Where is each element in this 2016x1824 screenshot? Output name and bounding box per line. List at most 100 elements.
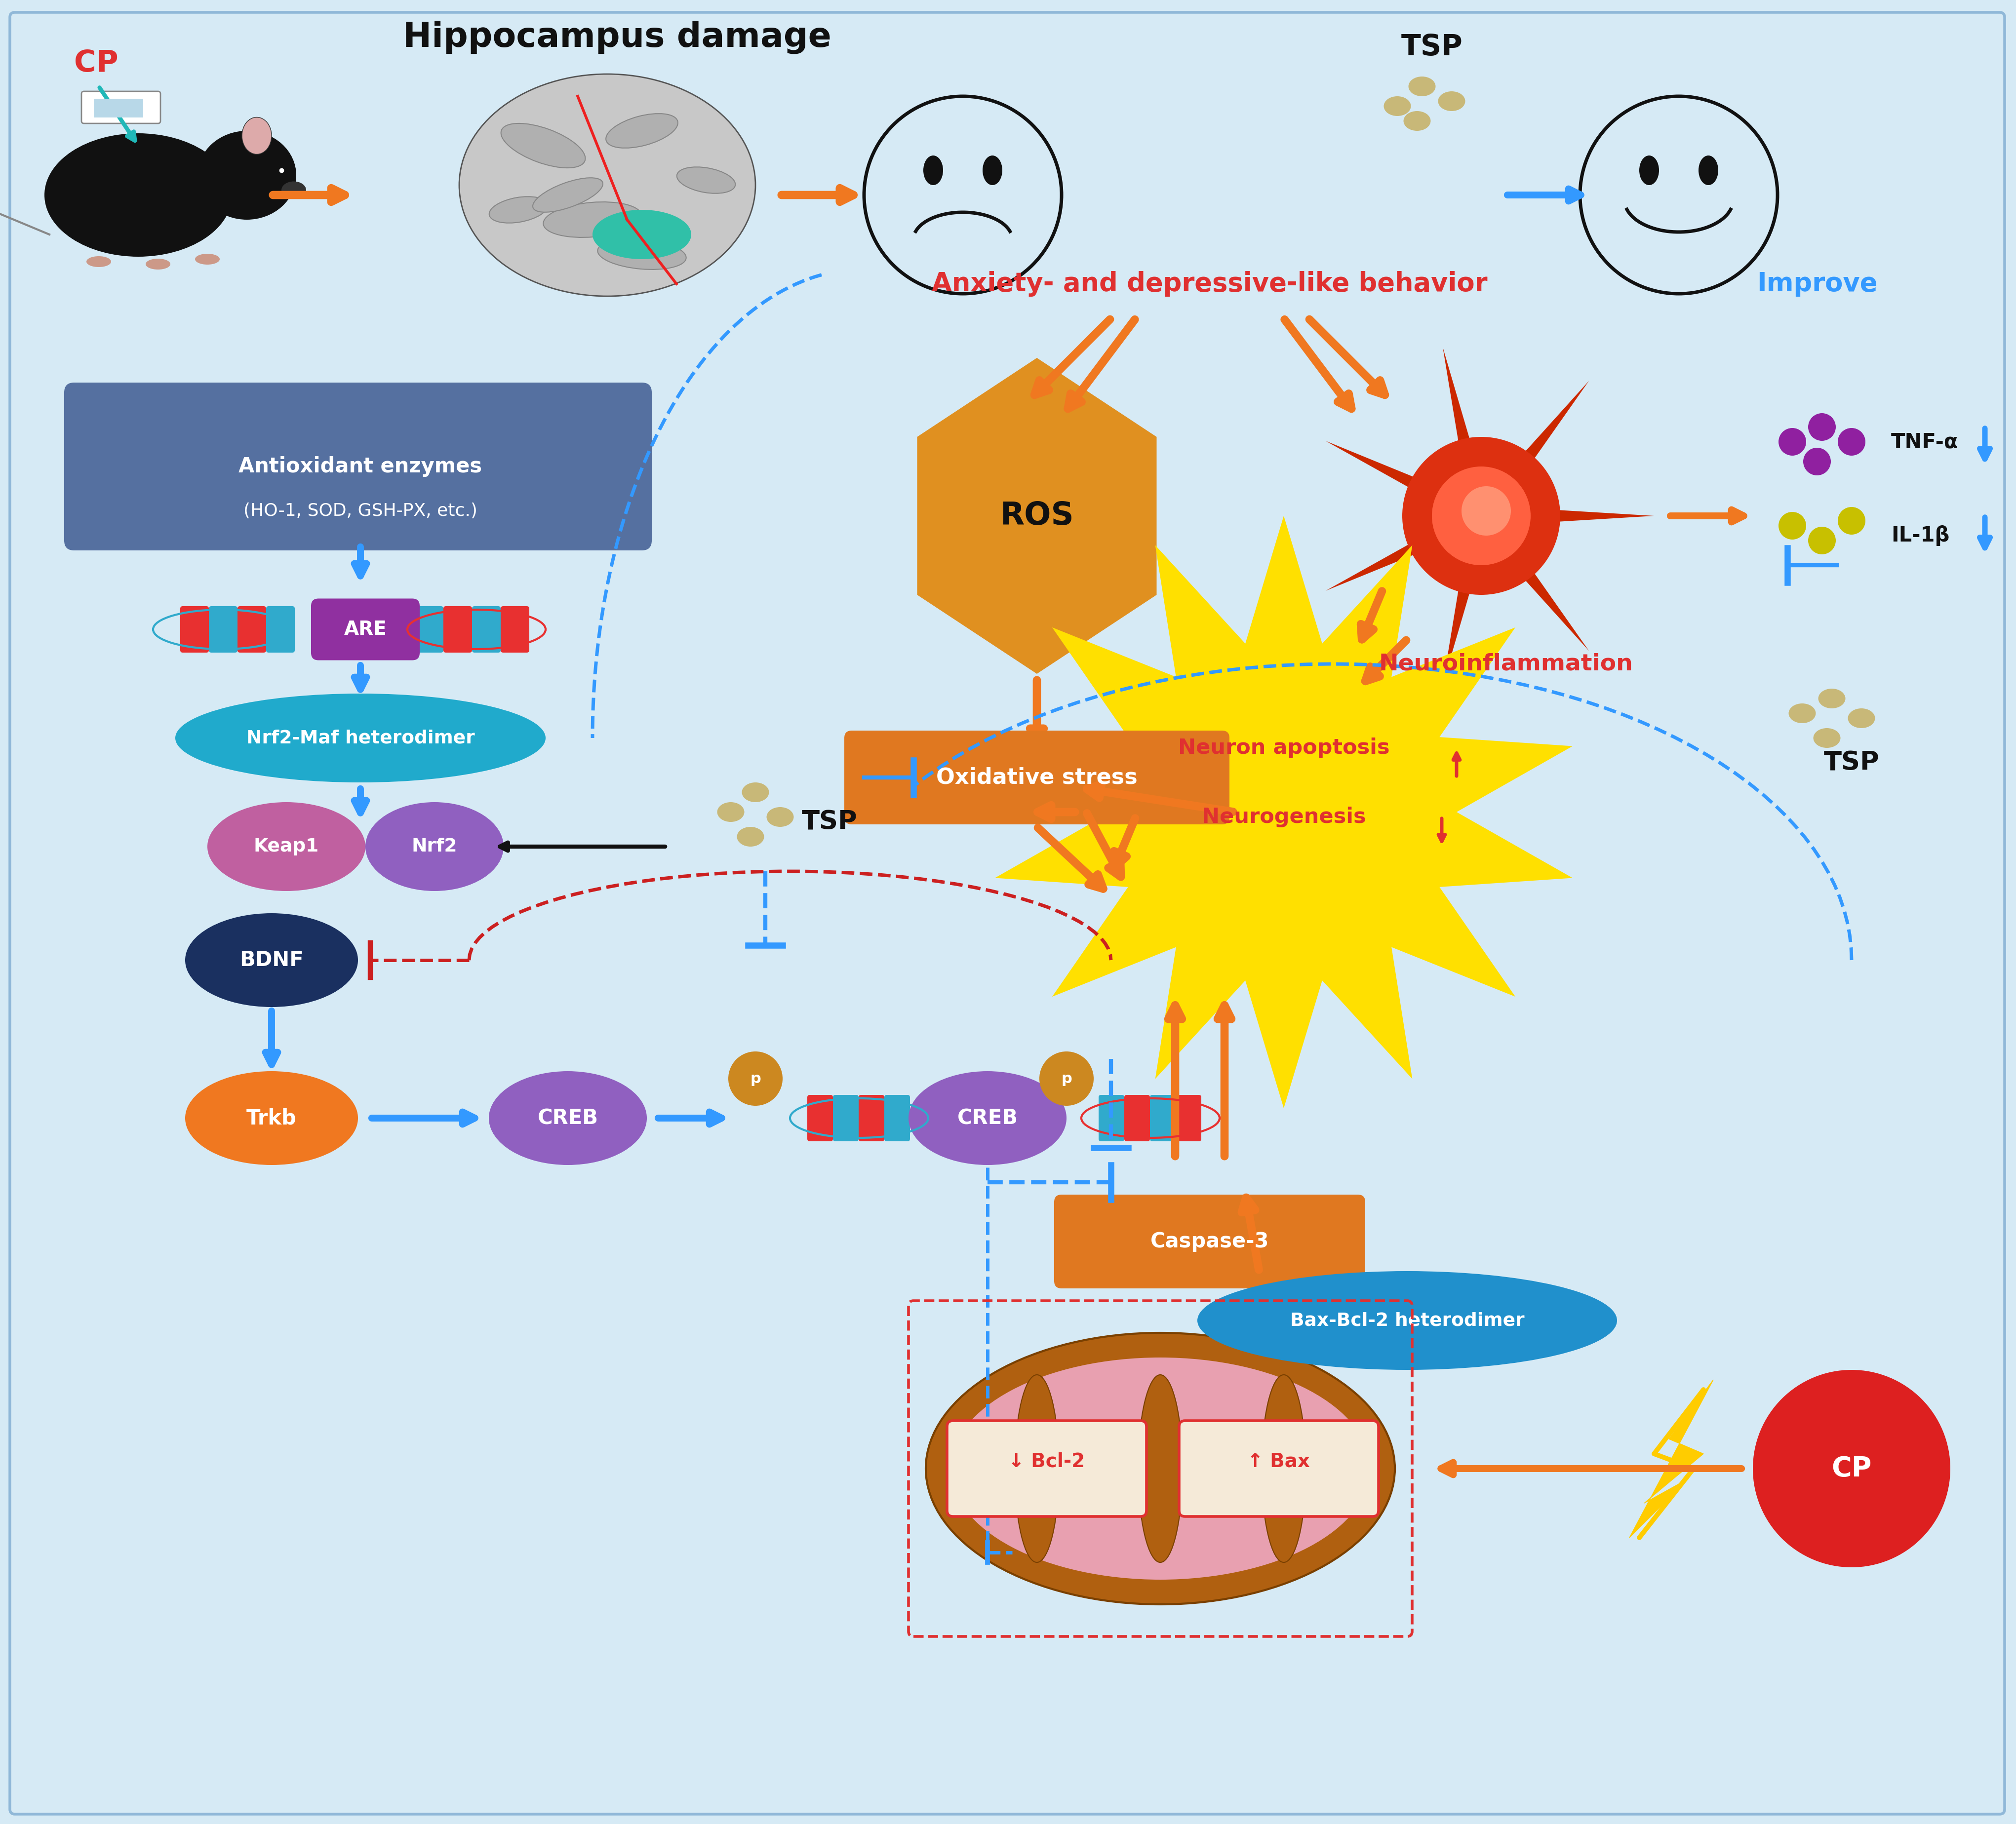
Circle shape — [1403, 438, 1560, 595]
FancyBboxPatch shape — [444, 606, 472, 653]
Circle shape — [1040, 1051, 1093, 1105]
Ellipse shape — [145, 259, 169, 270]
Ellipse shape — [718, 803, 744, 823]
Text: Improve: Improve — [1756, 272, 1877, 297]
FancyBboxPatch shape — [1179, 1421, 1379, 1516]
Circle shape — [1778, 513, 1806, 540]
Ellipse shape — [87, 255, 111, 266]
Ellipse shape — [490, 197, 548, 223]
Circle shape — [1462, 487, 1510, 536]
Text: IL-1β: IL-1β — [1891, 525, 1949, 545]
Polygon shape — [1492, 533, 1589, 651]
Ellipse shape — [597, 239, 685, 270]
FancyBboxPatch shape — [500, 606, 530, 653]
Circle shape — [1839, 429, 1865, 456]
Polygon shape — [1443, 347, 1484, 491]
Text: p: p — [750, 1071, 760, 1085]
FancyBboxPatch shape — [1054, 1195, 1365, 1288]
Ellipse shape — [742, 782, 768, 803]
Text: (HO-1, SOD, GSH-PX, etc.): (HO-1, SOD, GSH-PX, etc.) — [244, 503, 478, 520]
Text: Neurogenesis: Neurogenesis — [1202, 806, 1367, 828]
Circle shape — [1808, 414, 1837, 441]
Ellipse shape — [175, 693, 546, 782]
FancyBboxPatch shape — [859, 1094, 885, 1142]
FancyBboxPatch shape — [472, 606, 500, 653]
Ellipse shape — [208, 803, 365, 890]
Ellipse shape — [1139, 1375, 1183, 1563]
Circle shape — [1802, 447, 1831, 476]
FancyBboxPatch shape — [1125, 1094, 1149, 1142]
FancyBboxPatch shape — [1099, 1094, 1125, 1142]
Ellipse shape — [185, 914, 359, 1007]
FancyBboxPatch shape — [266, 606, 294, 653]
Ellipse shape — [1014, 1375, 1058, 1563]
Ellipse shape — [532, 177, 603, 212]
Ellipse shape — [1437, 91, 1466, 111]
Ellipse shape — [196, 254, 220, 264]
Ellipse shape — [1409, 77, 1435, 97]
Circle shape — [728, 1051, 782, 1105]
Ellipse shape — [1818, 689, 1845, 708]
Ellipse shape — [925, 1333, 1395, 1605]
Polygon shape — [1327, 520, 1460, 591]
Text: ↓ Bcl-2: ↓ Bcl-2 — [1008, 1452, 1085, 1470]
Ellipse shape — [488, 1071, 647, 1166]
Ellipse shape — [1403, 111, 1431, 131]
Ellipse shape — [1639, 155, 1659, 184]
Text: CREB: CREB — [538, 1107, 599, 1129]
Text: Nrf2-Maf heterodimer: Nrf2-Maf heterodimer — [246, 730, 474, 746]
Ellipse shape — [1262, 1375, 1306, 1563]
Ellipse shape — [923, 155, 943, 184]
Ellipse shape — [1788, 704, 1816, 722]
FancyBboxPatch shape — [179, 606, 210, 653]
Text: TSP: TSP — [802, 810, 857, 835]
FancyBboxPatch shape — [81, 91, 161, 124]
Text: Hippocampus damage: Hippocampus damage — [403, 20, 831, 53]
Ellipse shape — [593, 210, 691, 259]
Ellipse shape — [1383, 97, 1411, 117]
Text: TSP: TSP — [1824, 750, 1879, 775]
Circle shape — [1431, 467, 1530, 565]
Ellipse shape — [44, 133, 232, 257]
Ellipse shape — [950, 1357, 1371, 1580]
FancyBboxPatch shape — [95, 98, 143, 117]
Circle shape — [1839, 507, 1865, 534]
Text: Bax-Bcl-2 heterodimer: Bax-Bcl-2 heterodimer — [1290, 1311, 1524, 1330]
Text: TSP: TSP — [1401, 33, 1464, 60]
FancyBboxPatch shape — [1175, 1094, 1202, 1142]
Polygon shape — [917, 358, 1157, 673]
Ellipse shape — [1812, 728, 1841, 748]
Text: ROS: ROS — [1000, 500, 1075, 531]
Ellipse shape — [185, 1071, 359, 1166]
Ellipse shape — [766, 806, 794, 826]
Text: Antioxidant enzymes: Antioxidant enzymes — [238, 456, 482, 476]
Polygon shape — [1629, 1379, 1714, 1538]
Ellipse shape — [1699, 155, 1718, 184]
Ellipse shape — [365, 803, 504, 890]
Text: CREB: CREB — [958, 1107, 1018, 1129]
Text: Keap1: Keap1 — [254, 837, 319, 855]
Text: BDNF: BDNF — [240, 950, 304, 970]
Text: Caspase-3: Caspase-3 — [1151, 1231, 1270, 1251]
Ellipse shape — [677, 168, 736, 193]
Circle shape — [1752, 1370, 1949, 1567]
FancyBboxPatch shape — [806, 1094, 833, 1142]
Polygon shape — [1492, 381, 1589, 500]
Circle shape — [1808, 527, 1837, 554]
Text: CP: CP — [75, 49, 119, 78]
Text: Neuroinflammation: Neuroinflammation — [1379, 653, 1633, 675]
Text: CP: CP — [1831, 1456, 1871, 1481]
Text: TNF-α: TNF-α — [1891, 432, 1958, 452]
FancyBboxPatch shape — [948, 1421, 1147, 1516]
Text: Oxidative stress: Oxidative stress — [935, 766, 1137, 788]
Polygon shape — [1443, 542, 1484, 684]
Ellipse shape — [242, 117, 272, 155]
Ellipse shape — [460, 75, 756, 295]
Text: ↑ Bax: ↑ Bax — [1248, 1452, 1310, 1470]
Text: p: p — [1060, 1071, 1073, 1085]
Ellipse shape — [198, 131, 296, 219]
FancyBboxPatch shape — [65, 383, 651, 551]
Text: Anxiety- and depressive-like behavior: Anxiety- and depressive-like behavior — [931, 272, 1488, 297]
Ellipse shape — [909, 1071, 1066, 1166]
Circle shape — [1778, 429, 1806, 456]
